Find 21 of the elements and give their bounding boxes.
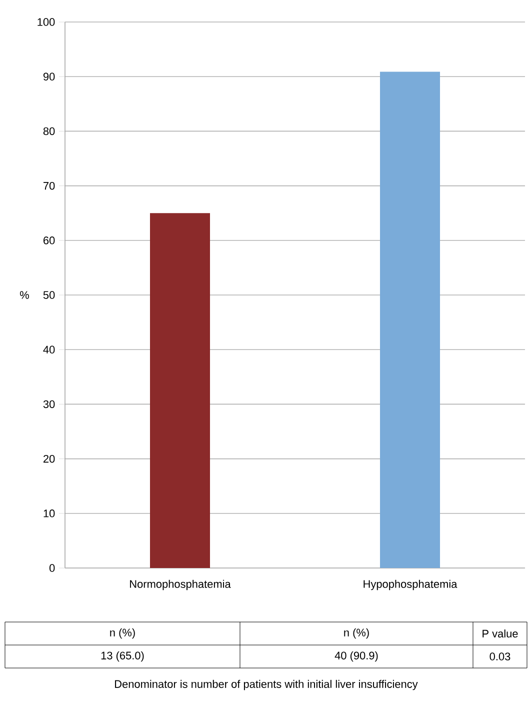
data-label: 13 (65.0) [101, 651, 144, 662]
x-tick-label: Hypophosphatemia [364, 580, 458, 590]
y-tick-label: 70 [44, 182, 55, 190]
y-tick-label: 80 [43, 127, 55, 136]
y-tick-label: 90 [43, 72, 55, 80]
text: n (%) [344, 628, 369, 639]
y-tick-label: 20 [44, 454, 55, 463]
data-label: 40 (90.9) [334, 651, 378, 662]
text: n (%) [110, 628, 135, 639]
y-axis-title: % [20, 291, 29, 299]
y-tick-label: 100 [38, 18, 55, 26]
x-tick-label: Normophosphatemia [130, 580, 231, 590]
text: 0.03 [490, 652, 510, 660]
y-tick-label: 30 [43, 400, 55, 408]
y-tick-label: 40 [43, 346, 55, 354]
y-tick-label: 60 [44, 236, 55, 244]
y-tick-label: 0 [49, 564, 55, 572]
text: Denominator is number of patients with initial liver insufficiency [115, 680, 418, 690]
y-tick-label: 10 [44, 510, 55, 518]
text: P value [482, 629, 518, 638]
y-tick-label: 50 [43, 291, 55, 299]
